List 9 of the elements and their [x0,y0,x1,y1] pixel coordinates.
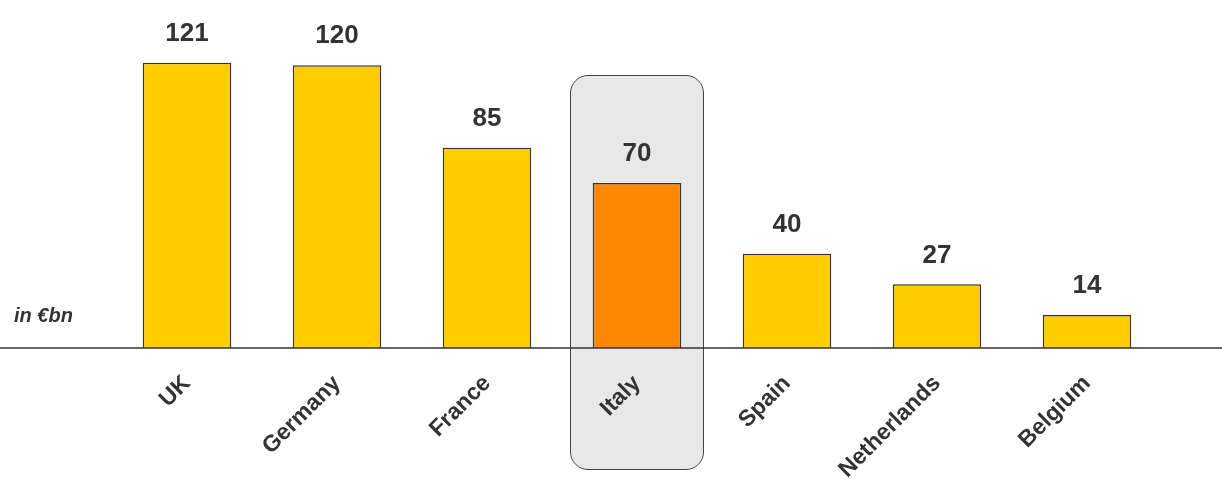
data-label: 121 [165,16,209,47]
data-label: 27 [922,238,952,269]
data-label: 70 [622,137,652,168]
data-label: 85 [472,101,502,132]
x-tick-label: UK [153,369,196,412]
data-label: 40 [772,207,802,238]
y-axis-title: in €bn [14,304,73,327]
data-label: 120 [315,19,359,50]
data-label: 14 [1072,269,1102,300]
